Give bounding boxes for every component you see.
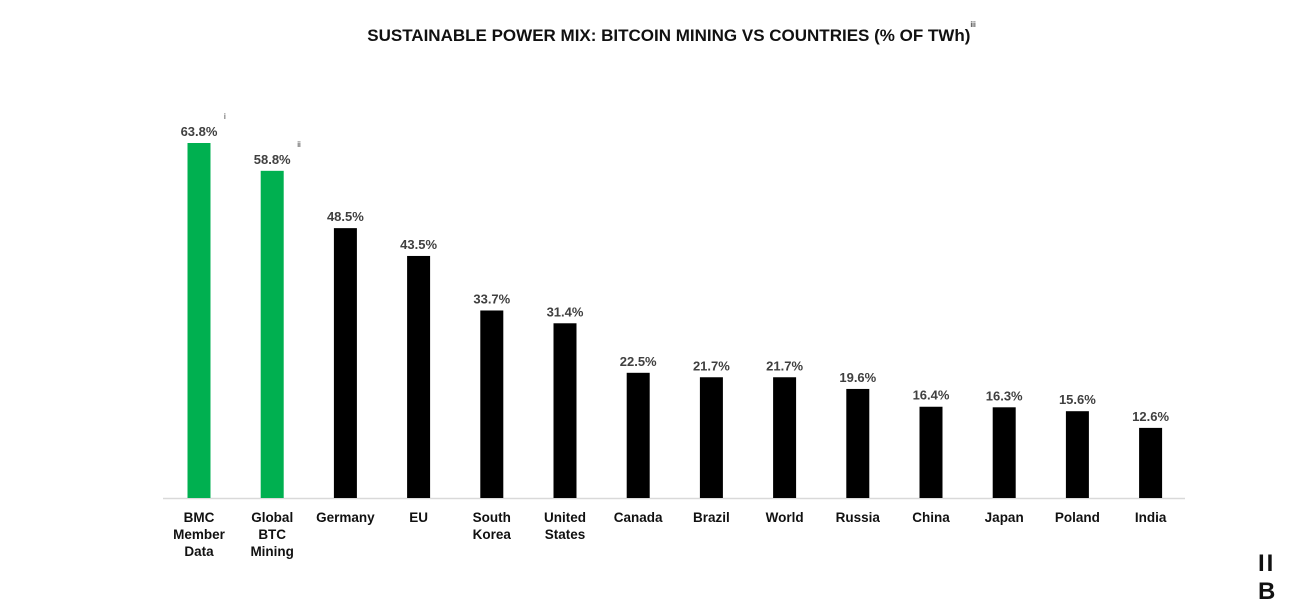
category-label: BMC <box>184 510 215 525</box>
bar <box>480 310 504 498</box>
value-label: 12.6% <box>1132 409 1169 424</box>
category-label: United <box>544 510 586 525</box>
category-label: Korea <box>473 527 512 542</box>
value-label: 16.3% <box>986 388 1023 403</box>
value-label: 19.6% <box>839 370 876 385</box>
value-label: 21.7% <box>693 358 730 373</box>
bar <box>333 228 357 498</box>
bar <box>919 406 943 498</box>
bar <box>699 377 723 498</box>
bar <box>846 388 870 498</box>
bar-chart: 63.8% i BMC Member Data 58.8% ii Global BTC Minin… <box>163 112 1185 559</box>
bar <box>187 143 211 498</box>
category-label: South <box>473 510 511 525</box>
bar <box>553 323 577 498</box>
title-text: SUSTAINABLE POWER MIX: BITCOIN MINING VS… <box>367 26 971 45</box>
category-label: Global <box>251 510 293 525</box>
value-label: 58.8% <box>254 152 291 167</box>
category-label: World <box>766 510 804 525</box>
category-label: China <box>912 510 950 525</box>
category-label: Japan <box>985 510 1024 525</box>
bar <box>626 372 650 498</box>
category-label: Mining <box>250 544 294 559</box>
bar <box>260 170 284 498</box>
bar <box>773 377 797 498</box>
bar <box>1139 427 1163 498</box>
value-label: 31.4% <box>547 304 584 319</box>
bar <box>407 255 431 498</box>
category-label: Brazil <box>693 510 730 525</box>
category-label: Poland <box>1055 510 1100 525</box>
bar <box>1065 411 1089 498</box>
value-label: 43.5% <box>400 237 437 252</box>
value-label: 33.7% <box>473 291 510 306</box>
value-label: 15.6% <box>1059 392 1096 407</box>
logo: II B <box>1258 550 1278 605</box>
chart-title: SUSTAINABLE POWER MIX: BITCOIN MINING VS… <box>0 20 1298 46</box>
value-label: 16.4% <box>913 388 950 403</box>
value-label: 21.7% <box>766 358 803 373</box>
value-label: 48.5% <box>327 209 364 224</box>
title-footnote: iii <box>970 20 976 29</box>
value-label: 63.8% <box>181 124 218 139</box>
category-label: Canada <box>614 510 663 525</box>
category-label: Russia <box>836 510 881 525</box>
category-label: Germany <box>316 510 375 525</box>
category-label: Data <box>184 544 214 559</box>
category-label: Member <box>173 527 226 542</box>
footnote-marker: ii <box>297 140 301 149</box>
footnote-marker: i <box>224 112 226 121</box>
category-label: States <box>545 527 586 542</box>
bar <box>992 407 1016 498</box>
category-label: EU <box>409 510 428 525</box>
category-label: BTC <box>258 527 286 542</box>
value-label: 22.5% <box>620 354 657 369</box>
category-label: India <box>1135 510 1167 525</box>
